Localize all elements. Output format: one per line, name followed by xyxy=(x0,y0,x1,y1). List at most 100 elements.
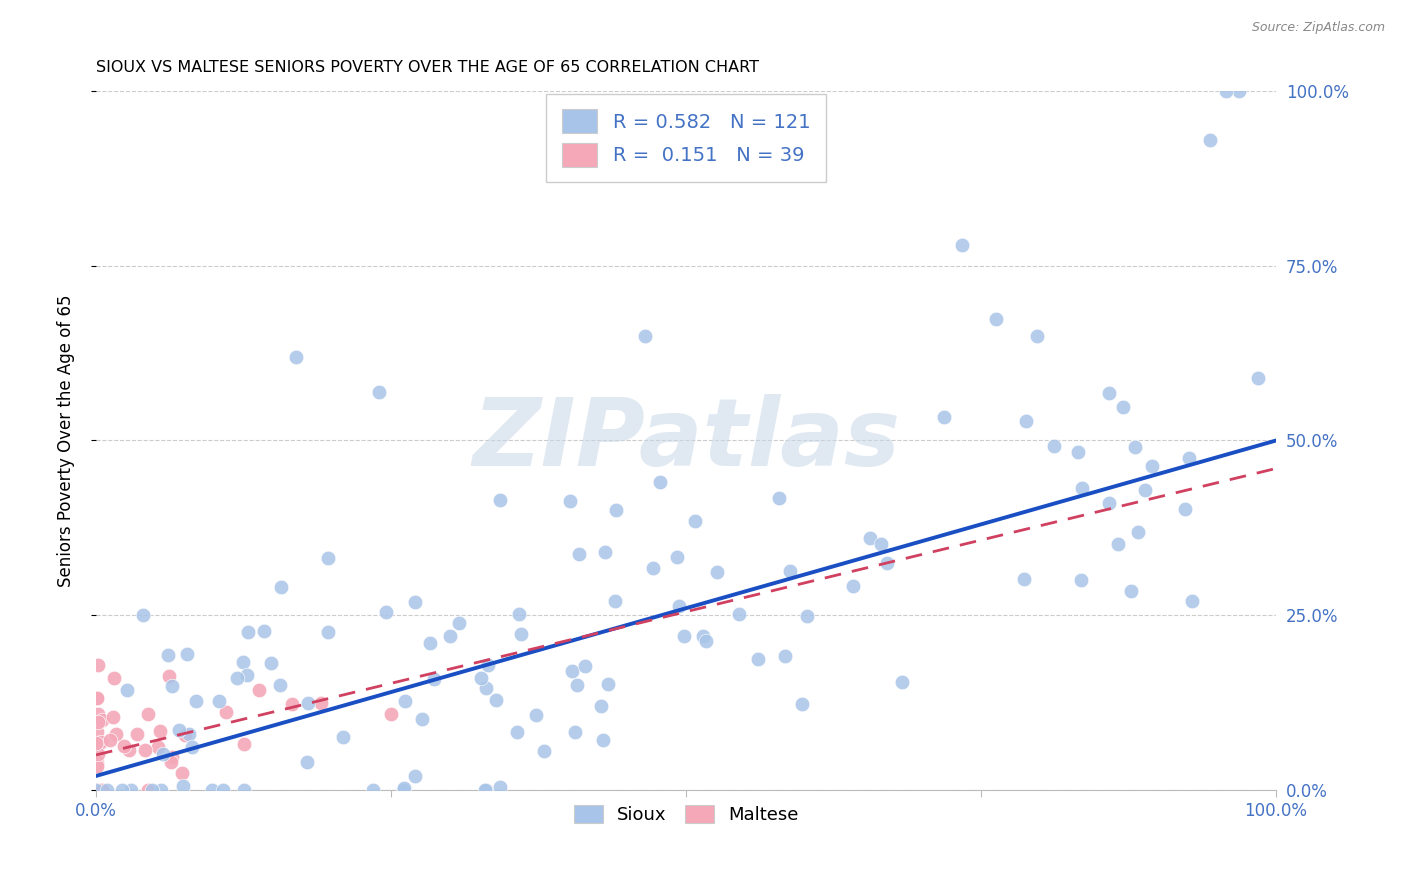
Point xyxy=(186,694,208,708)
Point xyxy=(1070,573,1092,587)
Point xyxy=(169,723,191,738)
Point xyxy=(295,755,318,769)
Point xyxy=(260,656,283,670)
Point xyxy=(596,677,619,691)
Point xyxy=(332,731,354,745)
Point xyxy=(1128,524,1150,539)
Point xyxy=(1125,440,1147,454)
Point xyxy=(136,783,159,797)
Point xyxy=(84,783,107,797)
Point xyxy=(170,765,193,780)
Point xyxy=(281,698,304,712)
Point xyxy=(176,647,198,661)
Text: ZIPatlas: ZIPatlas xyxy=(472,394,900,486)
Point xyxy=(1121,584,1143,599)
Point xyxy=(524,708,547,723)
Point xyxy=(1142,459,1164,474)
Point xyxy=(695,634,717,648)
Point xyxy=(728,607,751,621)
Point xyxy=(592,733,614,747)
Point xyxy=(1198,133,1220,147)
Point xyxy=(683,514,706,528)
Point xyxy=(86,756,108,770)
Point xyxy=(634,328,657,343)
Point xyxy=(484,693,506,707)
Point xyxy=(1247,370,1270,384)
Point xyxy=(111,783,134,797)
Point xyxy=(87,783,110,797)
Point xyxy=(706,565,728,579)
Point xyxy=(112,739,135,753)
Point xyxy=(90,783,112,797)
Point xyxy=(533,744,555,758)
Point xyxy=(86,725,108,739)
Point xyxy=(1043,439,1066,453)
Point xyxy=(418,635,440,649)
Point xyxy=(232,783,254,797)
Point xyxy=(172,779,194,793)
Point xyxy=(392,783,415,797)
Point xyxy=(1026,328,1049,343)
Point xyxy=(179,727,201,741)
Point xyxy=(1174,501,1197,516)
Point xyxy=(1112,400,1135,414)
Point xyxy=(605,594,627,608)
Point xyxy=(91,713,114,727)
Point xyxy=(84,736,107,750)
Point xyxy=(86,747,108,761)
Point xyxy=(253,624,276,638)
Point xyxy=(215,705,238,719)
Point xyxy=(118,743,141,757)
Point xyxy=(574,659,596,673)
Point xyxy=(236,625,259,640)
Point xyxy=(208,694,231,708)
Point xyxy=(361,783,384,797)
Point xyxy=(404,769,426,783)
Point xyxy=(269,678,291,692)
Point xyxy=(90,735,112,749)
Point xyxy=(1181,594,1204,608)
Point xyxy=(447,616,470,631)
Y-axis label: Seniors Poverty Over the Age of 65: Seniors Poverty Over the Age of 65 xyxy=(58,294,75,587)
Point xyxy=(103,672,125,686)
Point xyxy=(318,625,340,640)
Point xyxy=(160,680,183,694)
Point xyxy=(565,678,588,692)
Point xyxy=(297,696,319,710)
Point xyxy=(394,694,416,708)
Point xyxy=(368,384,391,399)
Point xyxy=(470,671,492,685)
Point xyxy=(593,545,616,559)
Point xyxy=(779,564,801,578)
Point xyxy=(211,783,233,797)
Point xyxy=(475,783,498,797)
Point xyxy=(157,669,180,683)
Point xyxy=(103,710,125,724)
Point xyxy=(141,783,163,797)
Point xyxy=(146,740,169,755)
Text: Source: ZipAtlas.com: Source: ZipAtlas.com xyxy=(1251,21,1385,34)
Point xyxy=(506,724,529,739)
Point xyxy=(1071,481,1094,495)
Point xyxy=(488,492,510,507)
Point xyxy=(316,550,339,565)
Point xyxy=(1012,572,1035,586)
Point xyxy=(650,475,672,489)
Point xyxy=(561,665,583,679)
Point xyxy=(692,629,714,643)
Point xyxy=(890,674,912,689)
Point xyxy=(1067,445,1090,459)
Point xyxy=(236,668,259,682)
Point xyxy=(160,749,183,764)
Point xyxy=(870,537,893,551)
Point xyxy=(309,696,332,710)
Point xyxy=(226,672,249,686)
Point xyxy=(796,609,818,624)
Point xyxy=(200,783,222,797)
Point xyxy=(859,532,882,546)
Point xyxy=(1178,451,1201,466)
Point xyxy=(174,728,197,742)
Point xyxy=(1098,495,1121,509)
Point xyxy=(1107,537,1129,551)
Point xyxy=(125,727,148,741)
